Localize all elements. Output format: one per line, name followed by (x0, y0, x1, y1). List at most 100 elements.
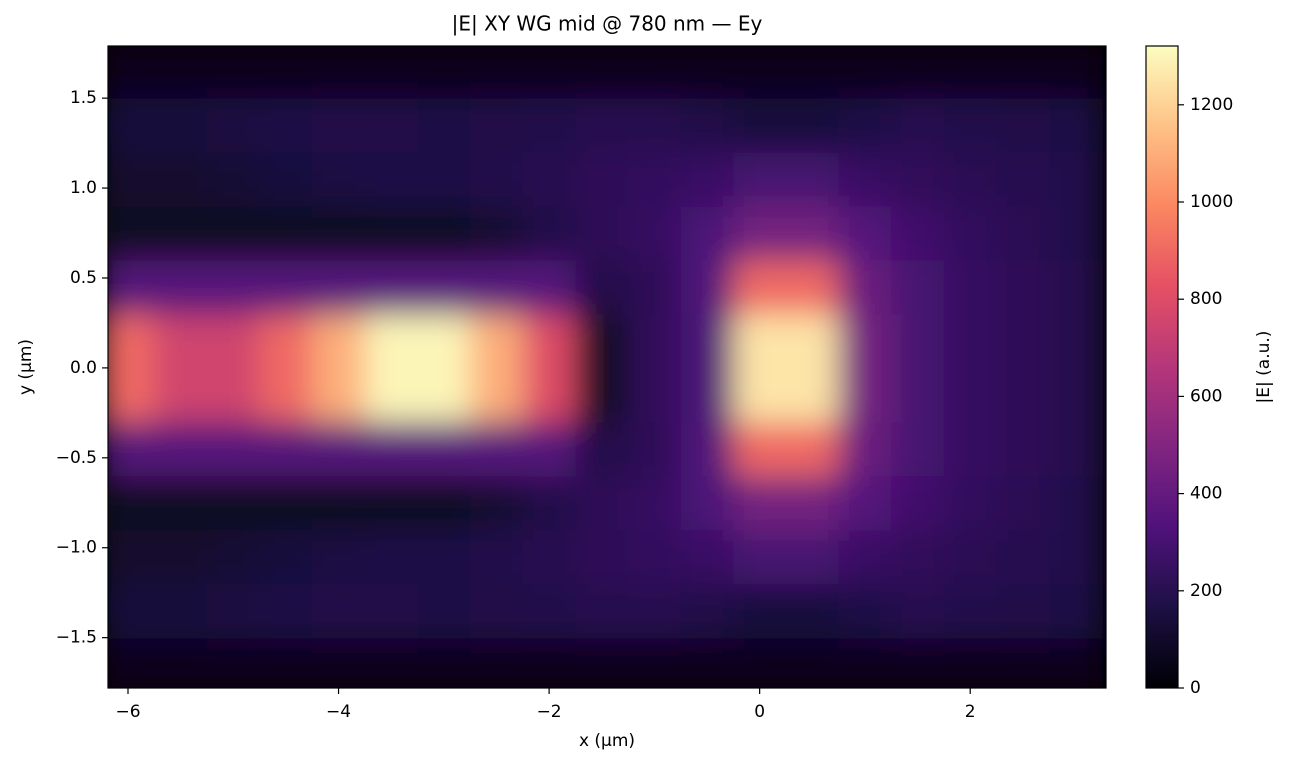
heatmap-cell (996, 367, 1050, 423)
heatmap-cell (206, 637, 261, 688)
heatmap-cell (943, 637, 998, 688)
heatmap-cell (312, 475, 366, 531)
colorbar-tick-label: 1200 (1190, 95, 1233, 115)
heatmap-cell (575, 367, 629, 423)
heatmap-cell (206, 529, 261, 585)
heatmap-cell (943, 475, 998, 531)
heatmap-cell (312, 206, 366, 261)
heatmap-cell (943, 206, 998, 261)
heatmap-cell (733, 260, 787, 315)
heatmap-cell (891, 367, 945, 423)
heatmap-cell (470, 475, 524, 531)
heatmap-cell (733, 98, 787, 153)
heatmap-cell (785, 206, 840, 261)
heatmap-cell (259, 152, 313, 207)
heatmap-cell (628, 529, 682, 585)
heatmap-cell (575, 206, 629, 261)
heatmap-cell (154, 260, 208, 315)
heatmap-cell (470, 529, 524, 585)
heatmap-cell (733, 313, 787, 369)
heatmap-cell (522, 206, 576, 261)
heatmap-cell (364, 98, 419, 153)
heatmap-cell (522, 529, 576, 585)
y-tick-label: 0.0 (70, 358, 97, 378)
heatmap-cell (733, 475, 787, 531)
heatmap-cell (364, 260, 419, 315)
heatmap-cell (259, 206, 313, 261)
heatmap-cell (891, 152, 945, 207)
heatmap-cell (996, 583, 1050, 639)
heatmap-cell (680, 206, 734, 261)
colorbar-tick-label: 200 (1190, 581, 1222, 601)
heatmap-cell (522, 367, 576, 423)
heatmap-cell (154, 367, 208, 423)
heatmap-cell (417, 475, 471, 531)
x-tick-label: 2 (965, 702, 976, 722)
heatmap-cell (785, 313, 840, 369)
heatmap-cell (943, 313, 998, 369)
heatmap-cell (575, 583, 629, 639)
heatmap-cell (259, 98, 313, 153)
heatmap-cell (575, 46, 629, 99)
heatmap-cell (259, 367, 313, 423)
heatmap-cell (470, 206, 524, 261)
y-tick-label: −1.0 (56, 538, 97, 558)
heatmap-cell (259, 313, 313, 369)
heatmap-cell (785, 46, 840, 99)
heatmap-cell (470, 260, 524, 315)
heatmap-cell (628, 206, 682, 261)
heatmap-cell (943, 529, 998, 585)
heatmap-cell (312, 260, 366, 315)
heatmap-cell (417, 583, 471, 639)
heatmap-cell (628, 583, 682, 639)
heatmap-cell (522, 313, 576, 369)
heatmap-cell (733, 637, 787, 688)
colorbar-tick-label: 800 (1190, 289, 1222, 309)
heatmap-cell (364, 367, 419, 423)
heatmap-cell (206, 421, 261, 477)
y-tick-label: 1.0 (70, 178, 97, 198)
heatmap-cell (206, 367, 261, 423)
heatmap-cell (628, 367, 682, 423)
heatmap-cell (108, 152, 155, 207)
heatmap-cell (364, 637, 419, 688)
heatmap-cell (108, 206, 155, 261)
x-axis-label: x (µm) (579, 731, 635, 751)
heatmap-cell (154, 313, 208, 369)
heatmap-cell (470, 152, 524, 207)
heatmap-cell (733, 529, 787, 585)
heatmap-cell (364, 46, 419, 99)
heatmap-cell (522, 421, 576, 477)
heatmap-cell (417, 152, 471, 207)
heatmap-cell (838, 152, 892, 207)
heatmap-cell (838, 583, 892, 639)
heatmap-cell (1049, 367, 1103, 423)
heatmap-cell (470, 46, 524, 99)
heatmap-cell (575, 152, 629, 207)
heatmap-cell (364, 583, 419, 639)
heatmap-cell (259, 529, 313, 585)
heatmap-cell (154, 152, 208, 207)
heatmap-cell (259, 260, 313, 315)
heatmap-cell (996, 421, 1050, 477)
heatmap-cell (680, 367, 734, 423)
heatmap-cell (154, 46, 208, 99)
heatmap-cell (680, 475, 734, 531)
heatmap-cell (1049, 475, 1103, 531)
heatmap-cell (206, 98, 261, 153)
heatmap-cell (417, 637, 471, 688)
heatmap-cell (680, 583, 734, 639)
heatmap-cell (312, 152, 366, 207)
heatmap-cell (470, 313, 524, 369)
heatmap-cell (364, 475, 419, 531)
heatmap-cell (785, 583, 840, 639)
heatmap-cell (364, 529, 419, 585)
heatmap-cell (1049, 206, 1103, 261)
heatmap-cell (891, 421, 945, 477)
heatmap-cell (785, 98, 840, 153)
chart-title: |E| XY WG mid @ 780 nm — Ey (452, 12, 763, 36)
heatmap-cell (470, 421, 524, 477)
heatmap-cell (943, 260, 998, 315)
heatmap-cell (785, 152, 840, 207)
heatmap-cell (522, 46, 576, 99)
